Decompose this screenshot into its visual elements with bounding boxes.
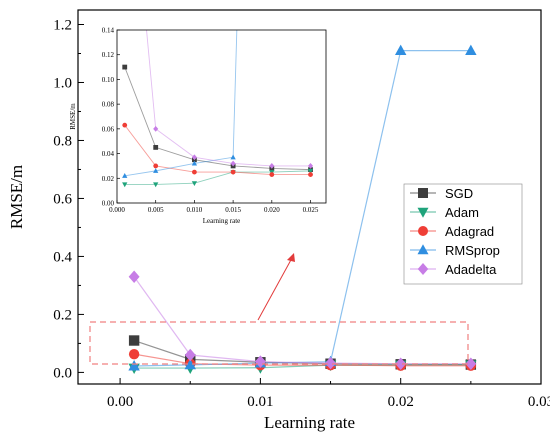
legend-label-adam: Adam	[445, 205, 479, 220]
zoom-region-box	[89, 321, 469, 365]
inset-marker-adadelta	[153, 125, 159, 132]
inset-y-tick-label: 0.12	[102, 51, 115, 59]
inset-plot: 0.000 0.005 0.010 0.015 0.020 0.025 0.00 0.02 0.…	[69, 27, 327, 225]
inset-marker-adam	[153, 182, 159, 188]
marker-adadelta	[465, 357, 477, 370]
marker-adadelta	[128, 270, 140, 283]
legend-marker-adam	[417, 207, 429, 218]
legend-label-rmsprop: RMSprop	[445, 243, 500, 258]
inset-y-tick-label: 0.00	[102, 200, 115, 208]
inset-marker-rmsprop	[153, 168, 159, 173]
y-tick-label: 0.8	[53, 133, 72, 149]
legend-label-adadelta: Adadelta	[445, 262, 497, 277]
legend-label-sgd: SGD	[445, 186, 473, 201]
inset-marker-adadelta	[269, 163, 275, 169]
inset-series-line-adam	[124, 170, 311, 185]
legend-marker-adadelta	[417, 263, 429, 275]
legend-marker-sgd	[418, 188, 428, 198]
inset-series-line-adadelta	[146, 30, 311, 167]
zoom-arrowhead	[287, 253, 295, 262]
inset-x-tick-label: 0.015	[225, 206, 241, 214]
inset-y-tick-label: 0.02	[102, 175, 115, 183]
inset-x-tick-label: 0.010	[187, 206, 203, 214]
inset-marker-rmsprop	[191, 160, 198, 166]
inset-series-line-sgd	[124, 66, 311, 171]
inset-x-tick-label: 0.020	[264, 206, 280, 214]
x-tick-label: 0.03	[528, 394, 550, 410]
y-tick-label: 0.0	[53, 365, 72, 381]
plot-frame	[77, 9, 542, 385]
y-tick-label: 0.2	[53, 307, 72, 323]
marker-rmsprop	[394, 44, 407, 56]
marker-rmsprop	[128, 360, 140, 371]
inset-marker-rmsprop	[230, 154, 236, 160]
marker-adadelta	[395, 357, 407, 370]
legend-label-adagrad: Adagrad	[445, 224, 494, 239]
inset-marker-rmsprop	[122, 173, 128, 178]
inset-marker-adagrad	[230, 169, 236, 175]
inset-series-line-adagrad	[124, 124, 311, 176]
x-tick-label: 0.00	[107, 394, 133, 410]
series-line-adadelta	[133, 276, 471, 365]
series-line-adagrad	[134, 353, 471, 367]
legend-marker-adagrad	[418, 226, 428, 236]
y-tick-label: 0.6	[53, 191, 72, 207]
inset-frame	[116, 29, 327, 204]
inset-background	[117, 30, 326, 203]
y-tick-label: 1.0	[53, 75, 72, 91]
legend: SGD Adam Adagrad RMSprop Adadelta	[403, 183, 523, 285]
inset-marker-adam	[122, 182, 128, 188]
zoom-arrow	[257, 257, 293, 321]
inset-x-tick-label: 0.000	[109, 206, 125, 214]
inset-marker-adagrad	[308, 172, 313, 177]
inset-marker-adagrad	[153, 163, 159, 169]
inset-x-tick-label: 0.025	[303, 206, 319, 214]
x-axis-title: Learning rate	[264, 413, 355, 432]
inset-marker-adadelta	[307, 163, 314, 169]
marker-rmsprop	[184, 358, 196, 370]
legend-marker-rmsprop	[417, 244, 429, 255]
inset-marker-adadelta	[230, 160, 236, 167]
y-axis-title: RMSE/m	[7, 165, 26, 229]
marker-sgd	[128, 335, 140, 346]
main-plot: 0.00 0.01 0.02 0.03 0.0 0.2 0.4 0.6 0.8 1.0 1.2 Lea…	[7, 9, 550, 432]
inset-marker-adagrad	[269, 172, 275, 177]
marker-adadelta	[325, 356, 337, 370]
inset-y-tick-label: 0.14	[102, 27, 115, 35]
marker-rmsprop	[465, 44, 477, 56]
marker-adadelta	[254, 355, 266, 368]
inset-marker-adam	[307, 168, 314, 174]
inset-series-group	[122, 30, 314, 188]
series-line-sgd	[133, 339, 471, 366]
inset-y-axis-title: RMSE/m	[69, 103, 77, 130]
inset-y-tick-label: 0.04	[102, 150, 115, 158]
inset-marker-sgd	[153, 144, 159, 150]
inset-marker-sgd	[122, 64, 128, 70]
inset-y-tick-label: 0.08	[102, 101, 115, 109]
inset-x-axis-title: Learning rate	[203, 217, 241, 225]
y-tick-label: 0.4	[53, 249, 72, 265]
series-line-adam	[134, 364, 471, 369]
inset-x-tick-label: 0.005	[148, 206, 164, 214]
inset-y-tick-label: 0.10	[102, 76, 115, 84]
inset-y-tick-label: 0.06	[102, 125, 115, 133]
marker-adagrad	[128, 348, 140, 360]
inset-marker-adadelta	[191, 154, 197, 161]
marker-adadelta	[184, 348, 196, 362]
inset-marker-adam	[191, 181, 198, 186]
y-tick-label: 1.2	[53, 17, 72, 33]
inset-marker-adagrad	[122, 122, 128, 128]
x-tick-label: 0.01	[247, 394, 273, 410]
inset-marker-adagrad	[192, 169, 197, 175]
x-tick-label: 0.02	[388, 394, 414, 410]
